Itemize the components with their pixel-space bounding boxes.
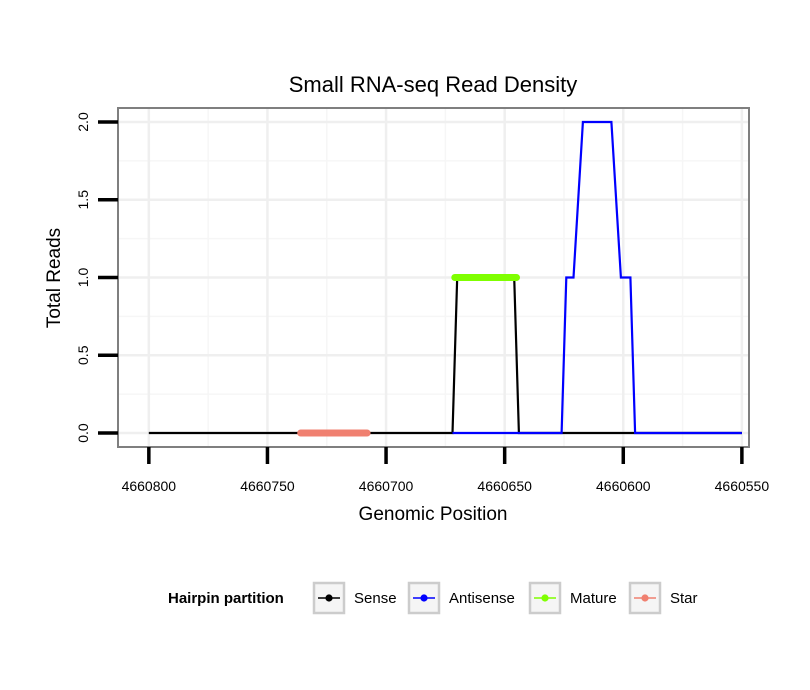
legend-label: Antisense [449,590,515,607]
legend-item: Antisense [407,581,515,615]
legend-key-point [325,594,333,602]
legend-key-point [420,594,428,602]
y-tick-label: 1.0 [75,268,91,288]
legend-key-point [641,594,649,602]
y-tick-label: 0.5 [75,345,91,365]
series-group [148,120,742,437]
x-tick-label: 4660700 [359,478,414,494]
y-tick-label: 2.0 [75,112,91,132]
legend-label: Star [670,590,698,607]
chart-title: Small RNA-seq Read Density [289,72,578,97]
y-tick-label: 0.0 [75,423,91,443]
plot-panel: 4660800 4660750 4660700 4660650 4660600 46605… [75,107,769,494]
series-line-antisense [452,120,742,435]
legend-key-point [541,594,549,602]
x-axis-title: Genomic Position [359,504,508,525]
x-tick-label: 4660550 [715,478,770,494]
legend-item: Star [628,581,698,615]
legend-label: Sense [354,590,397,607]
y-tick-label: 1.5 [75,190,91,210]
x-tick-label: 4660800 [122,478,177,494]
legend-label: Mature [570,590,617,607]
x-tick-label: 4660650 [477,478,532,494]
legend: Hairpin partition Sense Antisense Mature Sta… [168,581,698,615]
x-tick-label: 4660750 [240,478,295,494]
y-axis-title: Total Reads [44,228,65,328]
legend-item: Sense [312,581,397,615]
legend-item: Mature [528,581,617,615]
legend-title: Hairpin partition [168,590,284,607]
axes: 4660800 4660750 4660700 4660650 4660600 46605… [75,112,769,494]
x-tick-label: 4660600 [596,478,651,494]
